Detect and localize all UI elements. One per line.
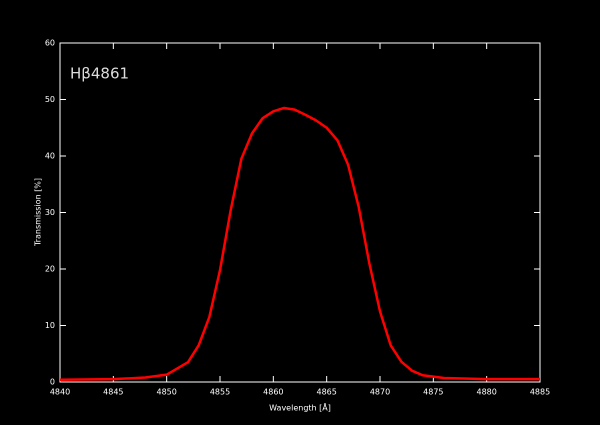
y-tick-label: 50 — [45, 95, 55, 104]
y-tick-label: 20 — [45, 265, 55, 274]
x-axis-label: Wavelength [Å] — [269, 402, 331, 413]
x-tick-label: 4840 — [50, 388, 70, 397]
x-tick-label: 4865 — [316, 388, 336, 397]
x-tick-label: 4845 — [103, 388, 123, 397]
x-tick-label: 4855 — [210, 388, 230, 397]
x-tick-label: 4860 — [263, 388, 283, 397]
plot-frame — [59, 42, 541, 383]
series-line — [59, 106, 540, 381]
y-tick-label: 40 — [45, 152, 55, 161]
y-tick-label: 10 — [45, 321, 55, 330]
annotation: Hβ4861 — [70, 65, 129, 83]
y-tick-label: 30 — [45, 208, 55, 217]
x-tick-label: 4850 — [156, 388, 176, 397]
y-axis-label: Transmission [%] — [34, 178, 43, 247]
x-tick-label: 4880 — [476, 388, 496, 397]
y-tick-label: 60 — [45, 39, 55, 48]
y-tick-label: 0 — [50, 378, 55, 387]
x-tick-label: 4875 — [423, 388, 443, 397]
x-tick-label: 4870 — [370, 388, 390, 397]
x-tick-label: 4885 — [530, 388, 550, 397]
